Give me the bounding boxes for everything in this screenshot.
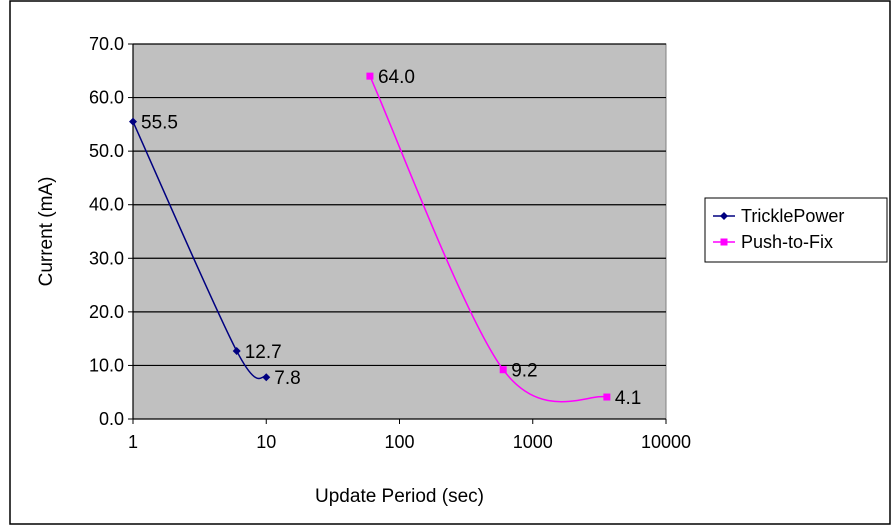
axes: 0.0 10.0 20.0 30.0 40.0 50.0 60.0 70.0 1 10 100 100… <box>89 34 691 452</box>
gridlines <box>133 43 666 367</box>
legend-label-push-to-fix: Push-to-Fix <box>741 232 833 252</box>
y-tick-label: 0.0 <box>99 409 124 429</box>
y-tick-label: 30.0 <box>89 248 124 268</box>
legend-box <box>704 197 888 263</box>
x-axis-title: Update Period (sec) <box>315 486 484 507</box>
y-tick-label: 50.0 <box>89 141 124 161</box>
push-to-fix-point <box>499 366 507 374</box>
x-tick-label: 10 <box>256 432 276 452</box>
tricklepower-point <box>232 346 241 355</box>
push-to-fix-line <box>369 75 608 403</box>
tricklepower-data-label: 12.7 <box>245 342 282 363</box>
y-tick-label: 60.0 <box>89 88 124 108</box>
legend-marker-push-to-fix <box>720 238 728 246</box>
x-tick-label: 10000 <box>641 432 691 452</box>
push-to-fix-data-label: 4.1 <box>615 388 641 409</box>
tricklepower-data-label: 55.5 <box>141 113 178 134</box>
data-labels: 55.5 12.7 7.8 64.0 9.2 4.1 <box>141 67 641 409</box>
push-to-fix-data-label: 9.2 <box>511 361 537 382</box>
push-to-fix-point <box>603 393 611 401</box>
tricklepower-point <box>262 373 271 382</box>
x-tick-label: 1000 <box>513 432 553 452</box>
x-tick-label: 1 <box>128 432 138 452</box>
x-tick-label: 100 <box>384 432 414 452</box>
y-tick-label: 10.0 <box>89 355 124 375</box>
y-tick-label: 70.0 <box>89 34 124 54</box>
push-to-fix-point <box>366 72 374 80</box>
y-tick-label: 20.0 <box>89 302 124 322</box>
tricklepower-data-label: 7.8 <box>274 368 300 389</box>
legend-marker-tricklepower <box>720 212 728 220</box>
legend: TricklePower Push-to-Fix <box>704 197 888 263</box>
y-axis-title: Current (mA) <box>36 177 57 287</box>
push-to-fix-data-label: 64.0 <box>378 67 415 88</box>
series <box>129 72 611 403</box>
tricklepower-line <box>132 121 267 380</box>
plot-area <box>132 43 667 420</box>
legend-label-tricklepower: TricklePower <box>741 206 844 226</box>
tricklepower-point <box>129 117 137 126</box>
y-tick-label: 40.0 <box>89 195 124 215</box>
